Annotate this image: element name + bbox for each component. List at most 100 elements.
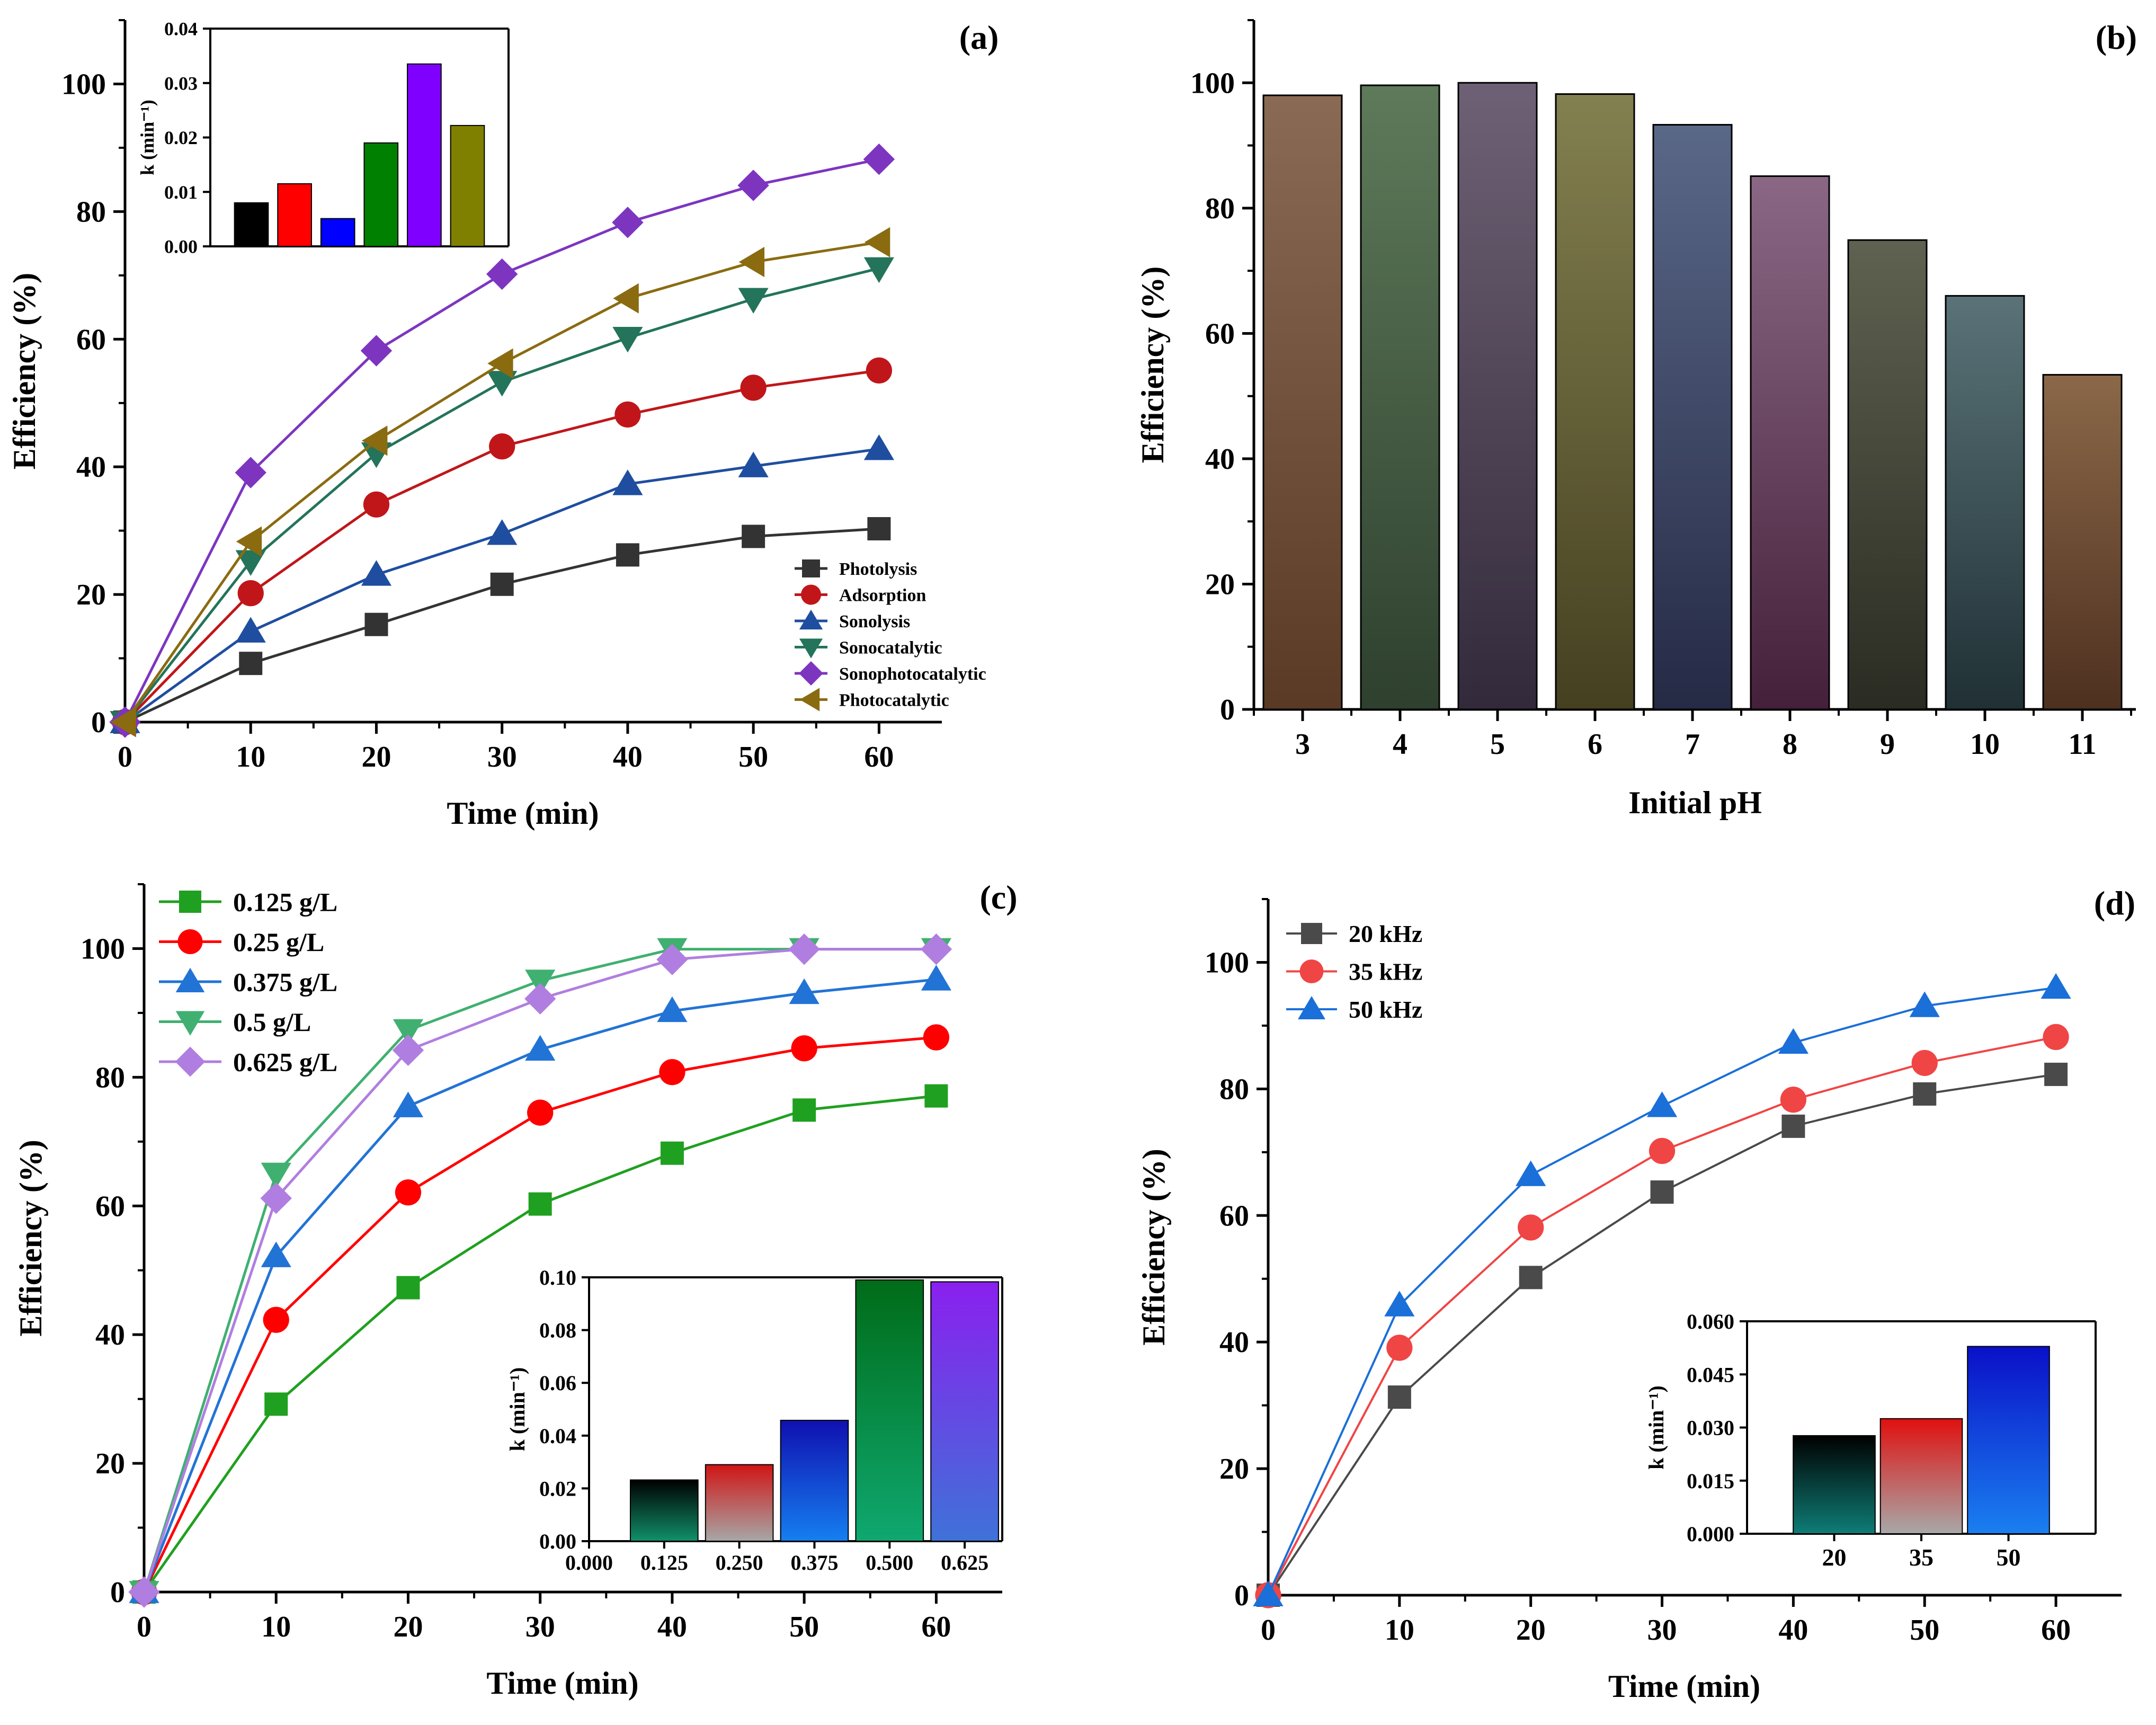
x-tick-label: 50	[789, 1611, 819, 1643]
data-point	[920, 933, 952, 965]
y-tick-label: 20	[76, 579, 106, 611]
data-point	[2043, 1024, 2069, 1051]
legend-label: Photocatalytic	[839, 690, 949, 710]
data-point	[791, 1035, 817, 1062]
data-point	[236, 526, 262, 557]
data-point	[1519, 1266, 1543, 1290]
data-point	[788, 933, 820, 965]
legend-marker	[1299, 959, 1324, 983]
data-point	[486, 258, 518, 290]
inset-bar	[277, 183, 312, 247]
inset-x-tick-label: 0.625	[941, 1551, 988, 1575]
data-point	[738, 246, 765, 278]
data-point	[361, 560, 392, 586]
y-tick-label: 60	[95, 1190, 125, 1223]
y-tick-label: 80	[76, 195, 106, 228]
inset-bar	[234, 202, 269, 247]
legend-label: 0.375 g/L	[233, 967, 337, 997]
legend-marker	[175, 1011, 205, 1036]
x-tick-label: 3	[1295, 728, 1310, 761]
legend-marker	[799, 609, 823, 630]
data-point	[1387, 1385, 1411, 1409]
x-tick-label: 0	[118, 741, 132, 773]
data-point	[616, 543, 639, 567]
data-point	[867, 517, 891, 541]
inset-y-axis-title: k (min⁻¹)	[505, 1367, 529, 1452]
series-line	[123, 241, 879, 723]
data-point	[1913, 1082, 1937, 1106]
inset-bar	[450, 125, 485, 247]
data-point	[737, 170, 769, 201]
y-tick-label: 60	[1205, 317, 1235, 350]
inset-x-tick-label: 0.000	[565, 1551, 613, 1575]
y-tick-label: 60	[1219, 1199, 1249, 1232]
inset-x-tick-label: 35	[1909, 1544, 1934, 1571]
y-tick-label: 40	[1205, 443, 1235, 476]
data-point	[261, 1241, 291, 1267]
data-point	[657, 996, 688, 1022]
data-point	[612, 469, 643, 495]
panel-c: 0 10 20 30 40 50 60 0 20 40 60 80 100 Time (min) Effic…	[13, 878, 1018, 1701]
y-tick-label: 0	[1234, 1579, 1249, 1612]
x-tick-label: 30	[487, 741, 517, 773]
data-point	[1518, 1214, 1544, 1241]
data-point	[487, 371, 518, 397]
legend-marker	[1298, 996, 1325, 1019]
data-point	[261, 1162, 291, 1189]
x-tick-label: 9	[1880, 728, 1895, 761]
data-point	[1386, 1335, 1413, 1361]
x-tick-label: 50	[1910, 1614, 1939, 1647]
legend-marker	[799, 638, 823, 659]
legend-marker	[799, 661, 823, 686]
legend-label: 20 kHz	[1349, 920, 1422, 947]
inset-x-tick-label: 0.250	[716, 1551, 763, 1575]
inset-y-tick-label: 0.01	[164, 182, 198, 203]
data-point	[866, 357, 893, 384]
panel-label: (c)	[979, 878, 1017, 916]
x-tick-label: 40	[1778, 1614, 1808, 1647]
inset-bar	[705, 1464, 774, 1542]
series-photocatalytic	[110, 227, 890, 737]
data-point	[1778, 1028, 1808, 1054]
data-point	[2044, 1062, 2068, 1086]
legend: Photolysis Adsorption Sonolysis Sonocatalyt…	[795, 559, 986, 712]
data-point	[363, 491, 390, 518]
y-tick-label: 0	[91, 706, 106, 739]
x-tick-label: 20	[361, 741, 391, 773]
data-point	[527, 1099, 554, 1126]
x-tick-label: 20	[393, 1611, 423, 1643]
x-axis-title: Time (min)	[447, 796, 599, 831]
data-point	[1911, 1050, 1938, 1077]
bar	[1555, 93, 1635, 710]
x-tick-label: 7	[1685, 728, 1700, 761]
data-point	[660, 1141, 684, 1165]
legend-label: Sonolysis	[839, 612, 910, 632]
data-point	[364, 612, 388, 636]
series-adsorption	[112, 357, 893, 735]
y-tick-label: 40	[95, 1319, 125, 1351]
data-point	[656, 944, 688, 975]
data-point	[740, 375, 767, 401]
y-tick-label: 20	[95, 1447, 125, 1480]
data-point	[395, 1179, 422, 1206]
inset-y-axis-title: k (min⁻¹)	[1644, 1385, 1668, 1470]
data-point	[612, 326, 643, 353]
x-tick-label: 40	[613, 741, 643, 773]
inset-bar	[930, 1281, 999, 1542]
x-axis-title: Initial pH	[1628, 785, 1762, 820]
x-tick-label: 10	[236, 741, 265, 773]
x-tick-label: 10	[1970, 728, 2000, 761]
data-point	[239, 652, 263, 675]
data-point	[489, 433, 515, 460]
series-50-khz	[1253, 973, 2071, 1606]
inset-bar	[780, 1419, 849, 1542]
legend-label: 35 kHz	[1349, 958, 1422, 985]
inset-y-tick-label: 0.02	[539, 1477, 576, 1500]
data-point	[235, 550, 266, 576]
inset-bar	[1879, 1418, 1963, 1535]
x-tick-label: 60	[2041, 1614, 2071, 1647]
x-tick-label: 30	[525, 1611, 555, 1643]
bar	[1360, 84, 1440, 710]
data-point	[525, 970, 556, 995]
x-tick-label: 0	[137, 1611, 152, 1643]
